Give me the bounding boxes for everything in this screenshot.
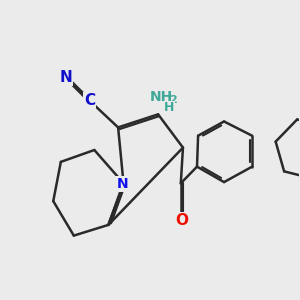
Text: O: O [175,213,188,228]
Text: N: N [59,70,72,85]
Text: 2: 2 [169,95,177,105]
Text: N: N [116,177,128,191]
Text: H: H [164,101,175,114]
Text: C: C [84,93,95,108]
Text: NH: NH [149,89,173,103]
